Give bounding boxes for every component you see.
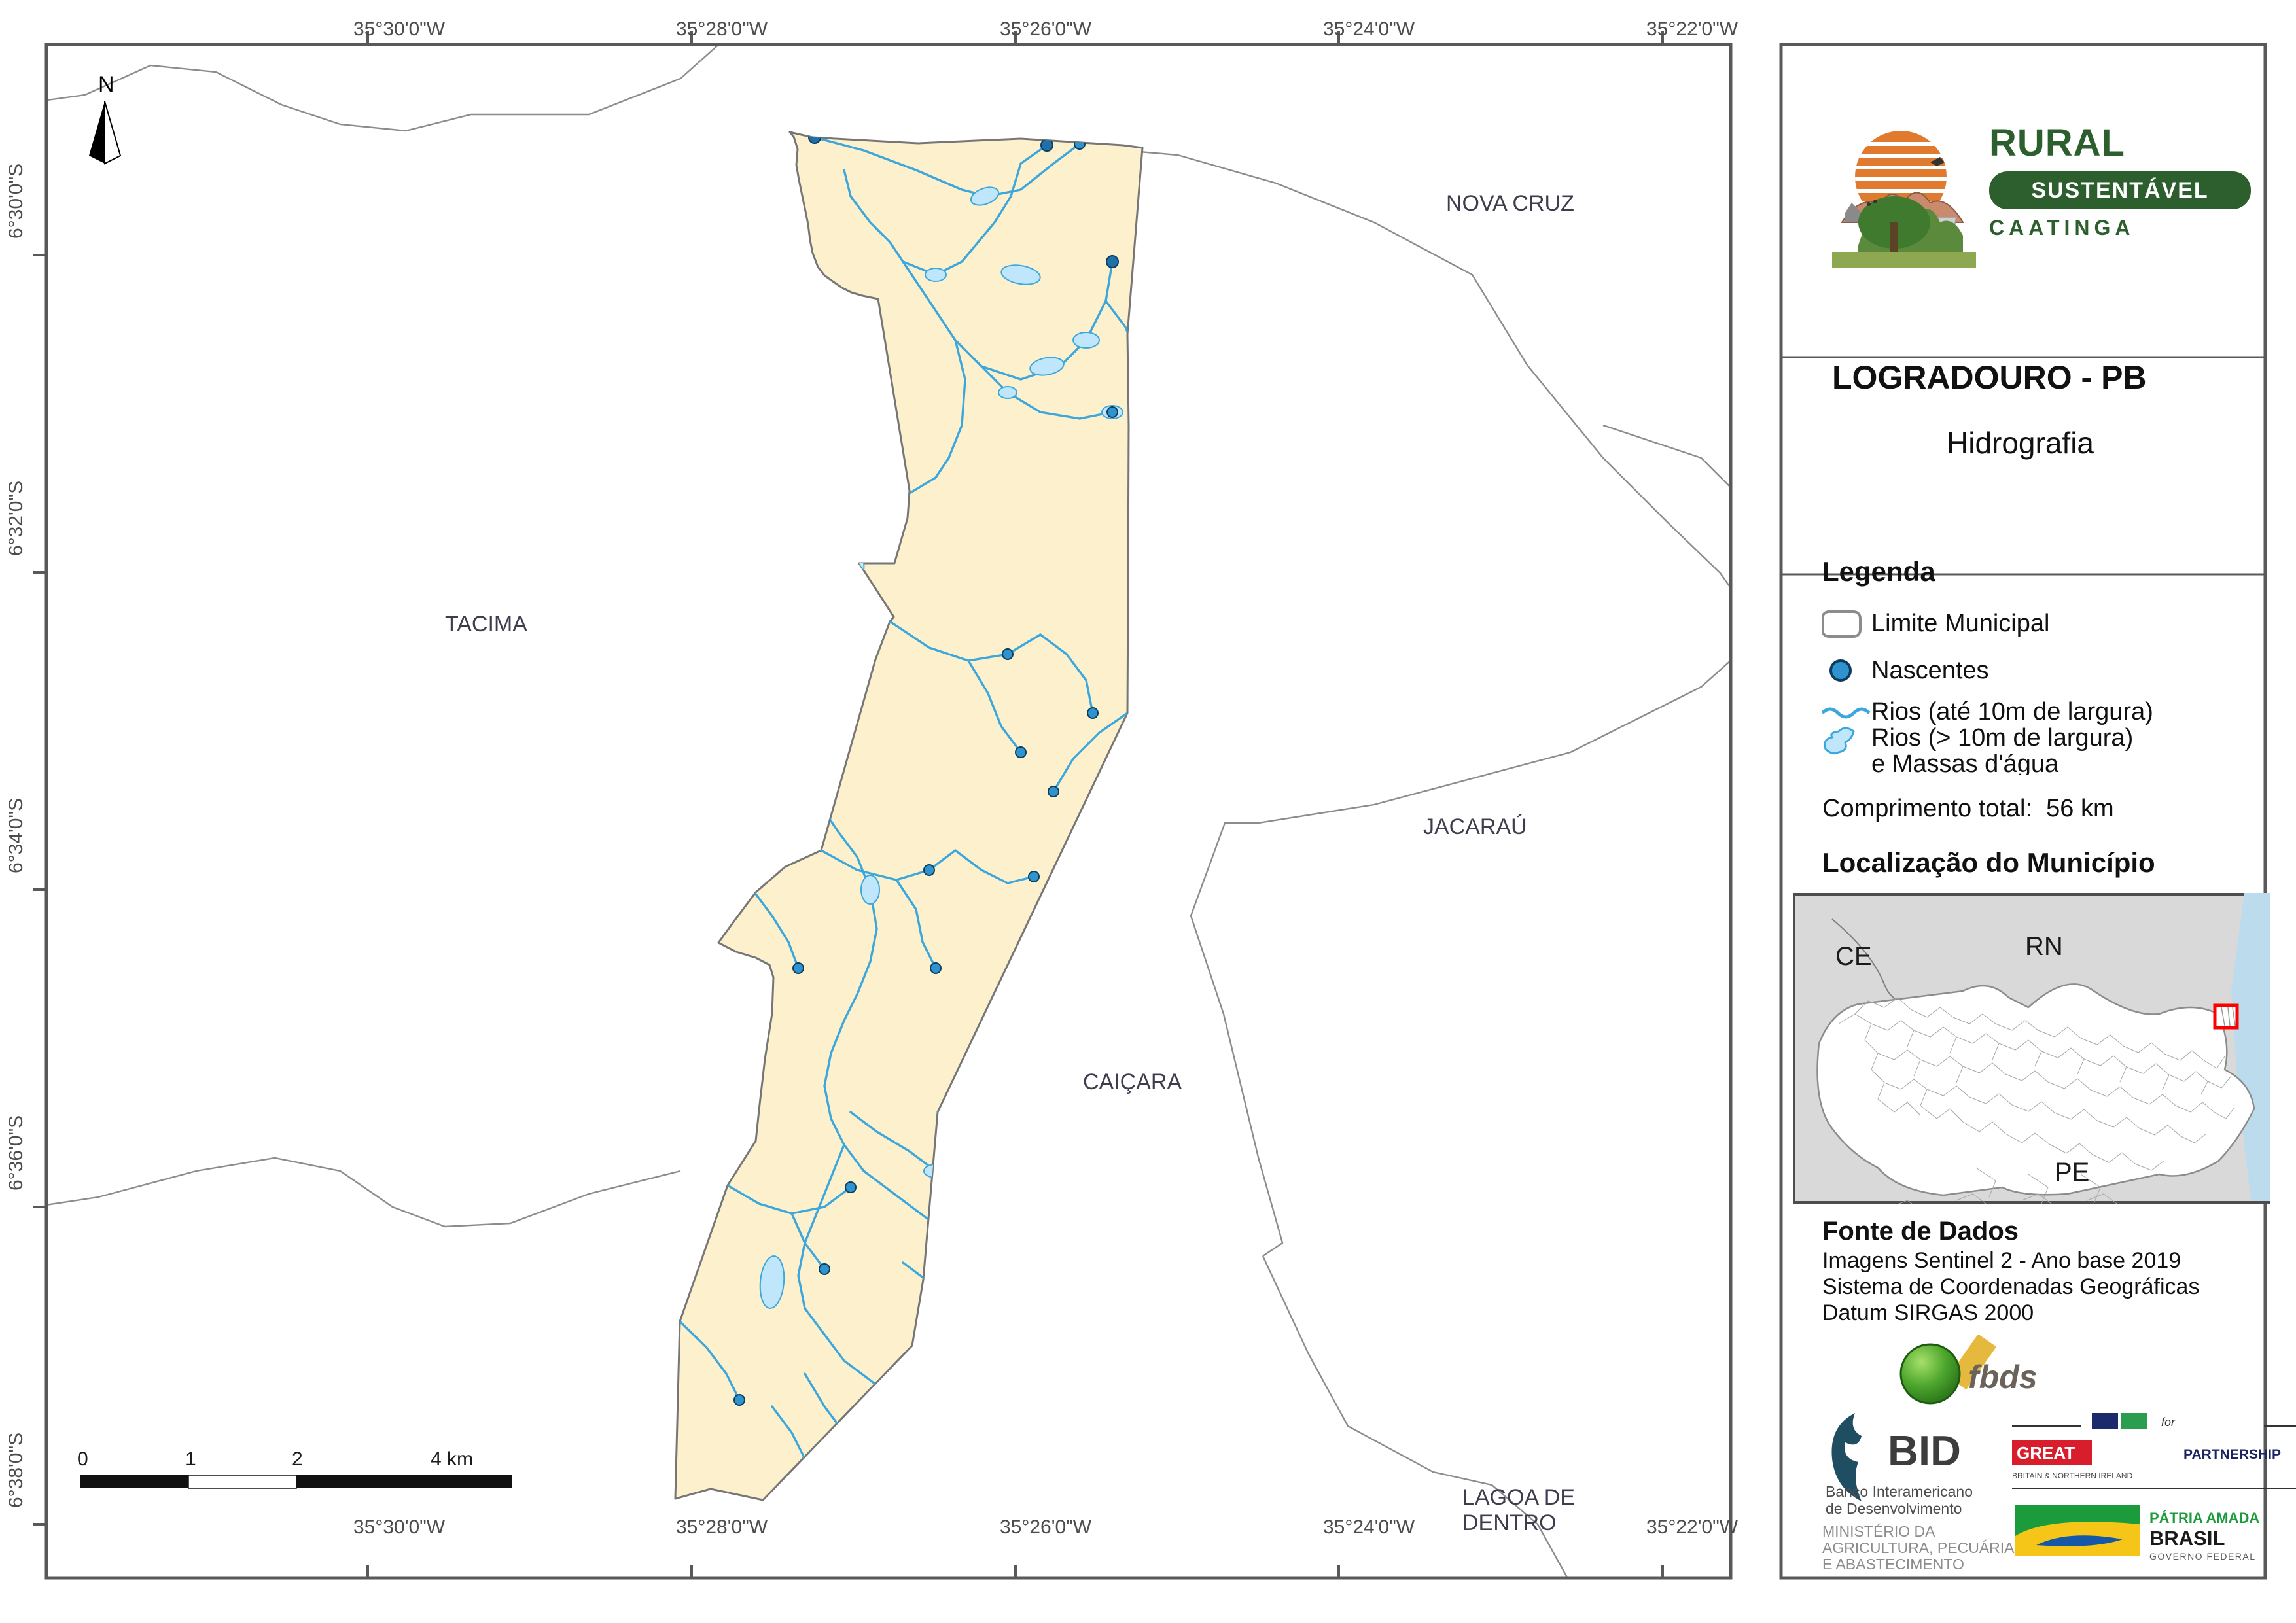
svg-text:1: 1 [185,1448,196,1470]
svg-text:Rios (até 10m de largura): Rios (até 10m de largura) [1871,698,2153,725]
svg-text:CE: CE [1835,942,1872,971]
svg-text:GOVERNO FEDERAL: GOVERNO FEDERAL [2149,1551,2256,1562]
svg-text:BRITAIN & NORTHERN IRELAND: BRITAIN & NORTHERN IRELAND [2012,1471,2133,1480]
svg-text:RN: RN [2025,932,2063,961]
svg-text:N: N [98,72,115,97]
svg-text:BID: BID [1888,1427,1961,1475]
svg-text:0: 0 [77,1448,88,1470]
svg-text:Banco Interamericano: Banco Interamericano [1826,1483,1973,1500]
svg-text:2: 2 [292,1448,303,1470]
svg-text:fbds: fbds [1968,1359,2038,1395]
svg-text:PARTNERSHIP: PARTNERSHIP [2183,1447,2281,1462]
svg-text:e Massas d'água: e Massas d'água [1871,750,2059,775]
svg-text:for: for [2161,1416,2176,1429]
svg-text:Rios (> 10m de largura): Rios (> 10m de largura) [1871,724,2133,752]
svg-text:BRASIL: BRASIL [2149,1527,2225,1550]
svg-text:GREAT: GREAT [2017,1443,2075,1463]
svg-text:PÁTRIA AMADA: PÁTRIA AMADA [2149,1510,2259,1526]
svg-text:Limite Municipal: Limite Municipal [1871,610,2049,637]
svg-text:Nascentes: Nascentes [1871,657,1989,684]
svg-text:de Desenvolvimento: de Desenvolvimento [1826,1500,1962,1517]
svg-text:4 km: 4 km [431,1448,473,1470]
svg-text:PE: PE [2055,1158,2089,1187]
